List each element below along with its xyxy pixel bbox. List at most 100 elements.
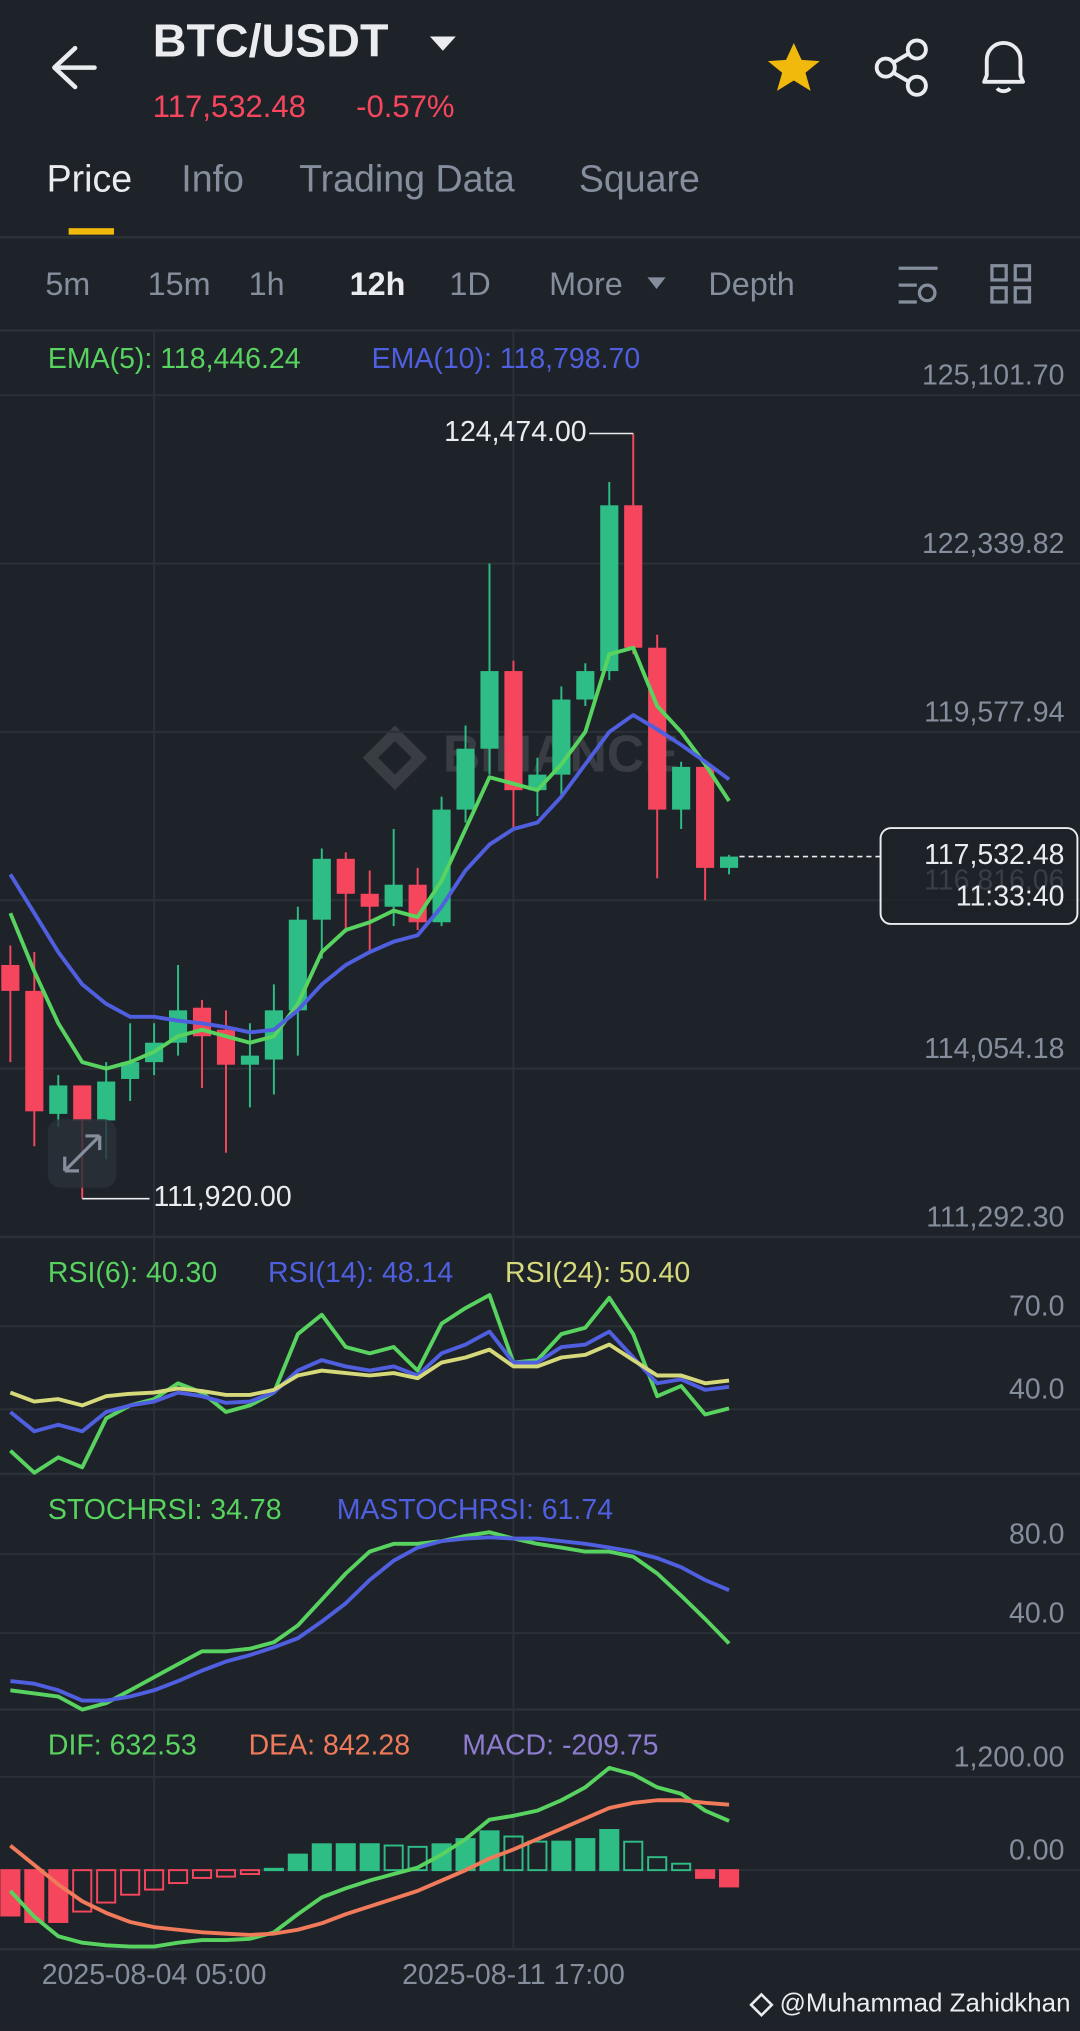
macd-bar xyxy=(191,1869,213,1879)
macd-bar xyxy=(120,1869,141,1896)
candle-body xyxy=(312,858,331,920)
watermark-logo xyxy=(362,725,428,791)
macd-bar xyxy=(719,1869,740,1888)
candle-body xyxy=(1,964,20,991)
high-label: 124,474.00 xyxy=(444,416,586,448)
y-tick-label: 119,577.94 xyxy=(924,696,1064,728)
price: 117,532.48 xyxy=(153,89,306,124)
layout-button[interactable] xyxy=(990,264,1032,304)
settings-gear xyxy=(917,283,937,303)
credit-logo xyxy=(749,1992,774,2018)
y-tick-label: 80.0 xyxy=(1009,1519,1064,1551)
candle-body xyxy=(384,884,403,907)
tab[interactable]: Trading Data xyxy=(299,157,515,199)
candle-body xyxy=(360,893,379,907)
candle-body xyxy=(456,748,475,810)
y-tick-label: 70.0 xyxy=(1009,1291,1064,1323)
last-time-label: 11:33:40 xyxy=(956,881,1065,913)
grid-cell xyxy=(990,264,1008,282)
candle-body xyxy=(49,1085,68,1114)
macd-bar xyxy=(263,1867,284,1872)
share-node xyxy=(874,56,897,79)
bell xyxy=(982,41,1025,94)
macd-bar xyxy=(72,1869,93,1913)
legend-entry: MACD: -209.75 xyxy=(462,1730,658,1762)
share-button[interactable] xyxy=(874,38,928,97)
y-tick-label: 0.00 xyxy=(1009,1835,1064,1867)
interval[interactable]: Depth xyxy=(708,266,794,302)
interval[interactable]: 12h xyxy=(350,266,406,302)
grid-cell xyxy=(990,286,1008,304)
y-tick-label: 1,200.00 xyxy=(954,1741,1065,1773)
indicator-line xyxy=(8,1765,730,1949)
indicator-line xyxy=(10,1535,730,1703)
y-tick-label: 40.0 xyxy=(1009,1598,1064,1630)
x-tick-label: 2025-08-11 17:00 xyxy=(402,1959,625,1991)
macd-bar xyxy=(239,1869,260,1876)
legend-entry: RSI(14): 48.14 xyxy=(268,1257,453,1289)
macd-bar xyxy=(287,1853,308,1872)
y-tick-label: 122,339.82 xyxy=(922,528,1064,560)
candle-body xyxy=(73,1085,92,1121)
macd-bar xyxy=(671,1862,692,1872)
alert-button[interactable] xyxy=(982,41,1025,94)
y-tick-label: 111,292.30 xyxy=(926,1201,1064,1233)
indicator-line xyxy=(9,1342,730,1408)
macd-bar xyxy=(551,1840,572,1872)
settings-lines xyxy=(898,266,938,304)
more-caret[interactable] xyxy=(647,277,666,290)
legend-entry: RSI(6): 40.30 xyxy=(48,1257,217,1289)
tab[interactable]: Price xyxy=(47,157,133,199)
grid-cell xyxy=(1013,264,1032,282)
macd-bar xyxy=(24,1869,45,1923)
tabs: Price Info Trading Data Square xyxy=(47,157,700,199)
legend-entry: DEA: 842.28 xyxy=(249,1730,410,1762)
indicator-line xyxy=(10,1530,731,1712)
low-label: 111,920.00 xyxy=(153,1181,291,1213)
macd-bar xyxy=(383,1844,404,1872)
legend-entry: EMA(5): 118,446.24 xyxy=(48,343,301,375)
indicator-settings[interactable] xyxy=(898,266,938,304)
share-node xyxy=(905,38,928,61)
macd-bar xyxy=(407,1845,428,1872)
macd-bar xyxy=(144,1869,165,1891)
interval[interactable]: 1D xyxy=(449,266,490,302)
candle-body xyxy=(720,856,739,868)
candle-body xyxy=(480,671,499,749)
interval[interactable]: 5m xyxy=(45,266,90,302)
macd-bar xyxy=(215,1869,237,1878)
tab[interactable]: Square xyxy=(579,157,700,199)
macd-bar xyxy=(527,1840,548,1872)
interval[interactable]: More xyxy=(549,266,623,302)
tab-underline xyxy=(68,228,114,235)
candle-body xyxy=(600,505,619,672)
symbol-caret[interactable] xyxy=(429,36,456,51)
interval[interactable]: 1h xyxy=(249,266,285,302)
macd-bar xyxy=(647,1856,668,1872)
macd-bar xyxy=(695,1869,716,1879)
candle-body xyxy=(97,1081,116,1121)
y-tick-label: 40.0 xyxy=(1009,1374,1064,1406)
macd-bar xyxy=(575,1838,596,1872)
interval[interactable]: 15m xyxy=(148,266,211,302)
favorite-star[interactable] xyxy=(767,42,820,91)
tab[interactable]: Info xyxy=(181,157,244,199)
candle-body xyxy=(504,671,523,791)
legend-entry: MASTOCHRSI: 61.74 xyxy=(337,1494,613,1526)
legend-entry: RSI(24): 50.40 xyxy=(505,1257,690,1289)
macd-bar xyxy=(168,1869,189,1885)
credit: @Muhammad Zahidkhan xyxy=(780,1990,1071,2018)
indicator-line xyxy=(8,713,731,1035)
candle-body xyxy=(25,990,44,1112)
expand-button[interactable] xyxy=(47,1119,117,1188)
back-button[interactable] xyxy=(52,45,97,90)
share-node xyxy=(905,74,928,97)
candle-body xyxy=(121,1062,140,1079)
candle-body xyxy=(240,1055,259,1065)
grid-cell xyxy=(1013,286,1032,304)
indicator-line xyxy=(9,1798,730,1937)
y-tick-label: 125,101.70 xyxy=(922,360,1064,392)
symbol[interactable]: BTC/USDT xyxy=(153,15,389,67)
candle-body xyxy=(288,919,307,1011)
